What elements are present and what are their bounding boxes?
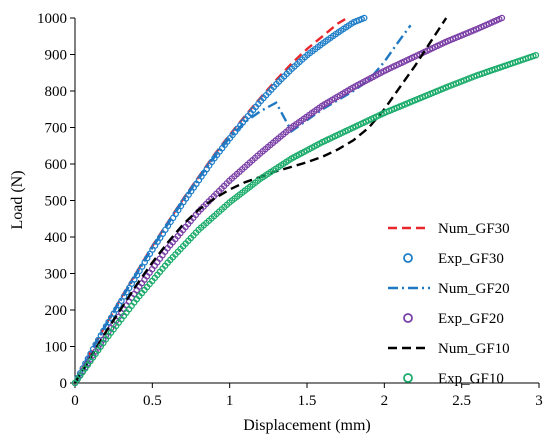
legend-marker — [403, 373, 413, 383]
series-Num_GF20 — [73, 24, 412, 384]
y-axis-label: Load (N) — [9, 170, 26, 229]
y-tick-label: 0 — [60, 376, 68, 392]
y-tick-label: 500 — [45, 194, 68, 210]
plot-area — [71, 14, 540, 387]
legend-item: Exp_GF10 — [403, 371, 504, 387]
legend-marker — [403, 313, 413, 323]
legend-item: Num_GF20 — [388, 281, 510, 297]
legend-marker — [403, 253, 413, 263]
y-tick-label: 100 — [45, 340, 68, 356]
x-tick-label: 1.5 — [298, 393, 317, 409]
legend-item: Num_GF10 — [388, 341, 510, 357]
series-Exp_GF10 — [71, 51, 540, 387]
legend-label: Num_GF10 — [438, 341, 510, 357]
x-tick-label: 3 — [535, 393, 543, 409]
y-tick-label: 700 — [45, 121, 68, 137]
series-line — [73, 17, 448, 384]
y-tick-label: 1000 — [37, 11, 67, 27]
x-tick-label: 0.5 — [143, 393, 162, 409]
x-tick-label: 2 — [381, 393, 389, 409]
legend-label: Exp_GF30 — [438, 251, 504, 267]
series-line — [73, 24, 412, 384]
y-tick-label: 400 — [45, 230, 68, 246]
data-point — [532, 51, 540, 59]
x-axis-label: Displacement (mm) — [243, 417, 371, 434]
legend-item: Num_GF30 — [388, 221, 510, 237]
data-point — [498, 14, 506, 22]
legend-label: Num_GF20 — [438, 281, 510, 297]
legend-label: Num_GF30 — [438, 221, 510, 237]
legend: Num_GF30 Exp_GF30 Num_GF20 Exp_GF20 Num_GF10… — [388, 221, 510, 387]
data-point — [360, 14, 368, 22]
y-tick-label: 300 — [45, 267, 68, 283]
legend-item: Exp_GF20 — [403, 311, 504, 327]
y-tick-label: 800 — [45, 84, 68, 100]
x-tick-label: 0 — [71, 393, 79, 409]
series-Num_GF10 — [73, 17, 448, 384]
axes: 0 100 200 300 400 500 600 700 800 900 1000 0 0.5 1 1.5… — [37, 11, 543, 409]
x-tick-label: 2.5 — [452, 393, 471, 409]
legend-item: Exp_GF30 — [403, 251, 504, 267]
legend-label: Exp_GF20 — [438, 311, 504, 327]
series-Exp_GF20 — [71, 14, 506, 387]
legend-label: Exp_GF10 — [438, 371, 504, 387]
x-tick-label: 1 — [226, 393, 234, 409]
y-tick-label: 600 — [45, 157, 68, 173]
y-tick-label: 900 — [45, 48, 68, 64]
y-tick-label: 200 — [45, 303, 68, 319]
